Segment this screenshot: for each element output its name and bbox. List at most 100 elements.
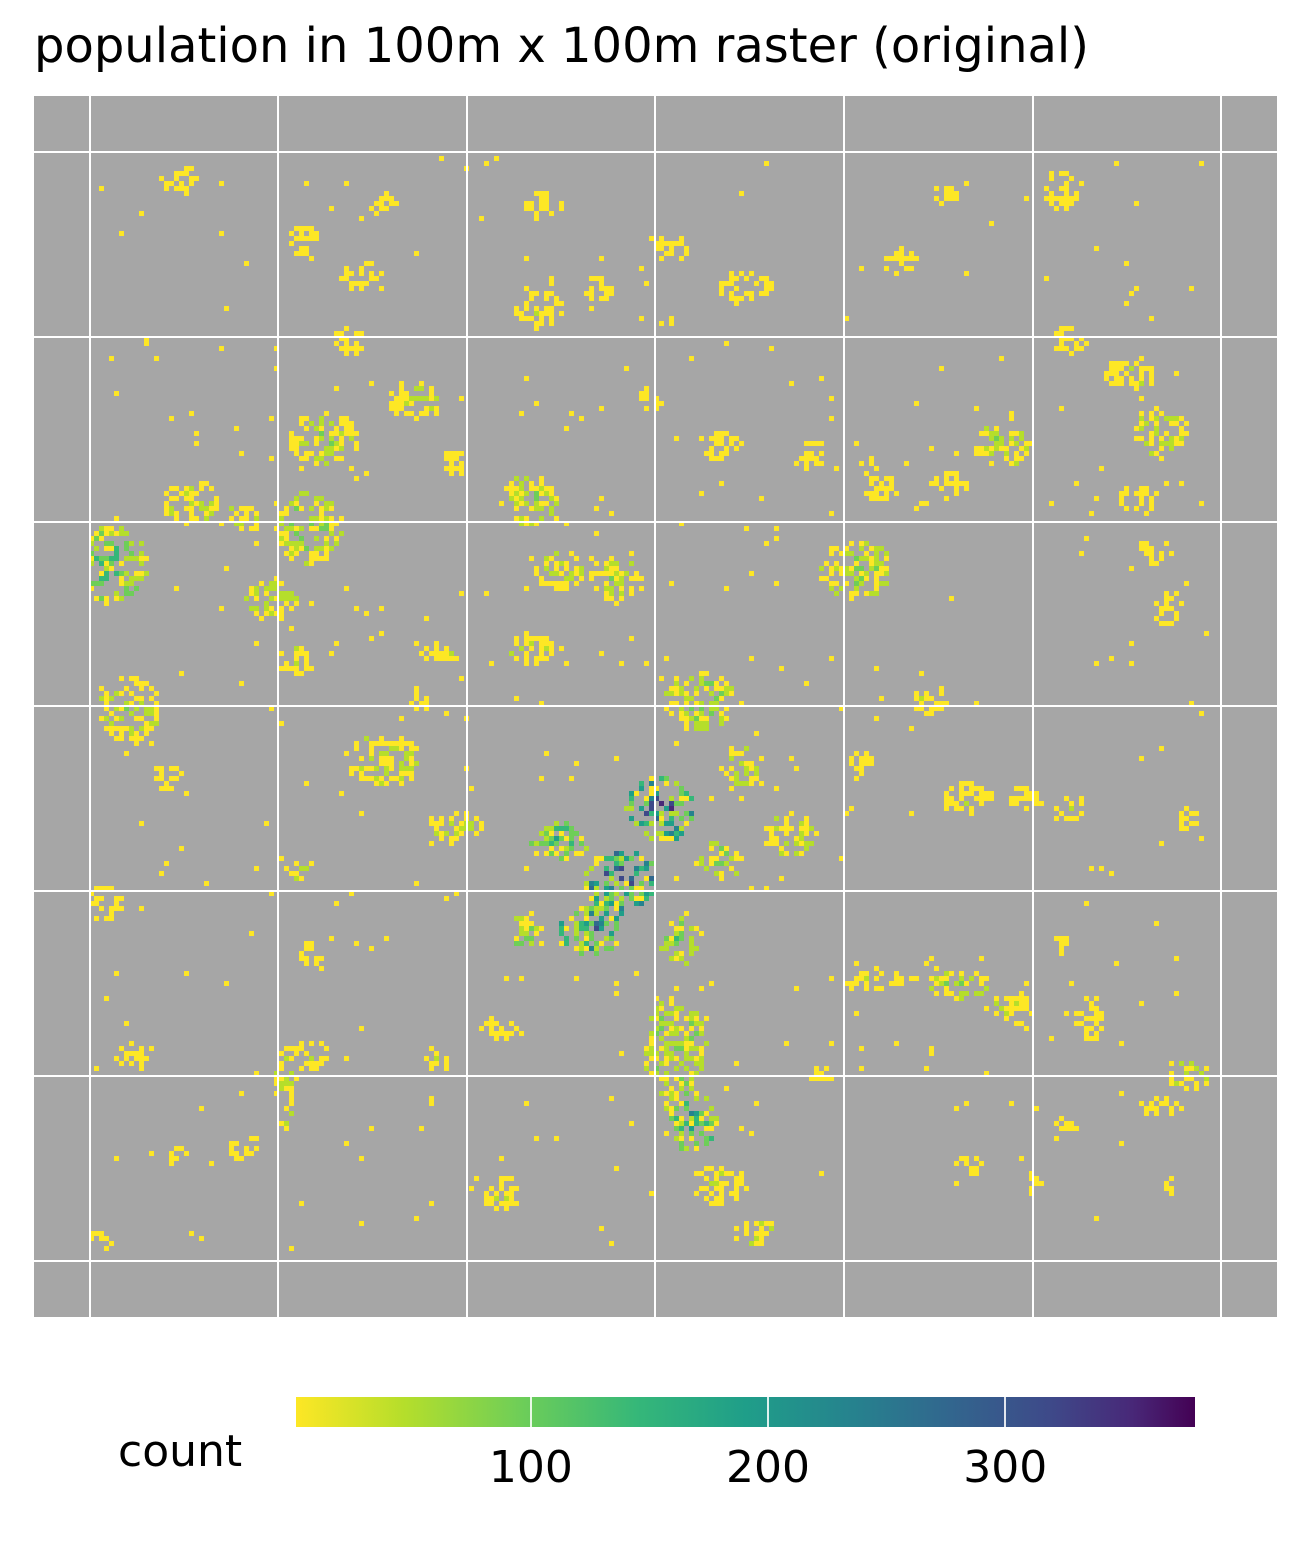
raster-cell [1174, 956, 1179, 961]
raster-cell [1159, 436, 1164, 441]
raster-cell [574, 976, 579, 981]
raster-cell [719, 1201, 724, 1206]
raster-cell [289, 556, 294, 561]
raster-cell [414, 251, 419, 256]
raster-cell [554, 516, 559, 521]
raster-cell [1029, 1191, 1034, 1196]
raster-cell [1114, 961, 1119, 966]
raster-cell [279, 721, 284, 726]
raster-cell [439, 821, 444, 826]
raster-cell [314, 546, 319, 551]
raster-cell [389, 401, 394, 406]
raster-cell [1014, 441, 1019, 446]
raster-cell [134, 586, 139, 591]
raster-cell [529, 296, 534, 301]
raster-cell [399, 746, 404, 751]
raster-cell [104, 541, 109, 546]
raster-cell [299, 866, 304, 871]
raster-cell [624, 571, 629, 576]
raster-cell [584, 916, 589, 921]
raster-cell [334, 426, 339, 431]
raster-cell [684, 1056, 689, 1061]
raster-cell [179, 186, 184, 191]
raster-cell [954, 1181, 959, 1186]
raster-cell [379, 761, 384, 766]
raster-cell [544, 751, 549, 756]
raster-cell [1059, 811, 1064, 816]
raster-cell [114, 971, 119, 976]
raster-cell [444, 651, 449, 656]
raster-cell [159, 776, 164, 781]
raster-cell [694, 1091, 699, 1096]
raster-cell [874, 491, 879, 496]
raster-cell [539, 501, 544, 506]
raster-cell [709, 856, 714, 861]
raster-cell [719, 1171, 724, 1176]
raster-cell [974, 786, 979, 791]
raster-cell [249, 526, 254, 531]
raster-cell [1114, 376, 1119, 381]
raster-cell [469, 826, 474, 831]
raster-cell [1019, 786, 1024, 791]
raster-cell [1059, 331, 1064, 336]
raster-cell [679, 1076, 684, 1081]
raster-cell [509, 496, 514, 501]
raster-cell [839, 571, 844, 576]
raster-cell [549, 836, 554, 841]
raster-cell [174, 511, 179, 516]
raster-cell [709, 446, 714, 451]
raster-cell [834, 591, 839, 596]
raster-cell [1009, 1101, 1014, 1106]
raster-cell [279, 581, 284, 586]
raster-cell [679, 256, 684, 261]
raster-cell [584, 941, 589, 946]
raster-cell [514, 476, 519, 481]
raster-cell [524, 301, 529, 306]
raster-cell [804, 826, 809, 831]
raster-cell [404, 771, 409, 776]
raster-cell [709, 841, 714, 846]
raster-cell [589, 936, 594, 941]
raster-cell [124, 1056, 129, 1061]
raster-cell [719, 441, 724, 446]
raster-cell [929, 446, 934, 451]
raster-cell [649, 786, 654, 791]
raster-cell [679, 1086, 684, 1091]
raster-cell [759, 781, 764, 786]
raster-cell [1139, 411, 1144, 416]
raster-cell [669, 1111, 674, 1116]
raster-cell [1099, 1016, 1104, 1021]
raster-cell [234, 1141, 239, 1146]
raster-cell [664, 241, 669, 246]
raster-cell [654, 1006, 659, 1011]
raster-cell [679, 691, 684, 696]
raster-cell [114, 551, 119, 556]
raster-cell [629, 816, 634, 821]
raster-cell [774, 841, 779, 846]
raster-cell [569, 776, 574, 781]
raster-cell [1124, 261, 1129, 266]
raster-cell [684, 1121, 689, 1126]
raster-cell [674, 676, 679, 681]
raster-cell [369, 766, 374, 771]
raster-cell [964, 791, 969, 796]
raster-cell [679, 1006, 684, 1011]
raster-cell [829, 571, 834, 576]
raster-cell [719, 716, 724, 721]
raster-cell [329, 421, 334, 426]
raster-cell [664, 1131, 669, 1136]
raster-cell [884, 496, 889, 501]
raster-cell [394, 776, 399, 781]
raster-cell [254, 1146, 259, 1151]
raster-cell [529, 926, 534, 931]
raster-cell [679, 1116, 684, 1121]
raster-cell [599, 296, 604, 301]
raster-cell [254, 516, 259, 521]
raster-cell [879, 581, 884, 586]
raster-cell [1179, 826, 1184, 831]
raster-cell [299, 951, 304, 956]
raster-cell [744, 771, 749, 776]
raster-cell [964, 1161, 969, 1166]
raster-cell [584, 846, 589, 851]
raster-cell [429, 386, 434, 391]
